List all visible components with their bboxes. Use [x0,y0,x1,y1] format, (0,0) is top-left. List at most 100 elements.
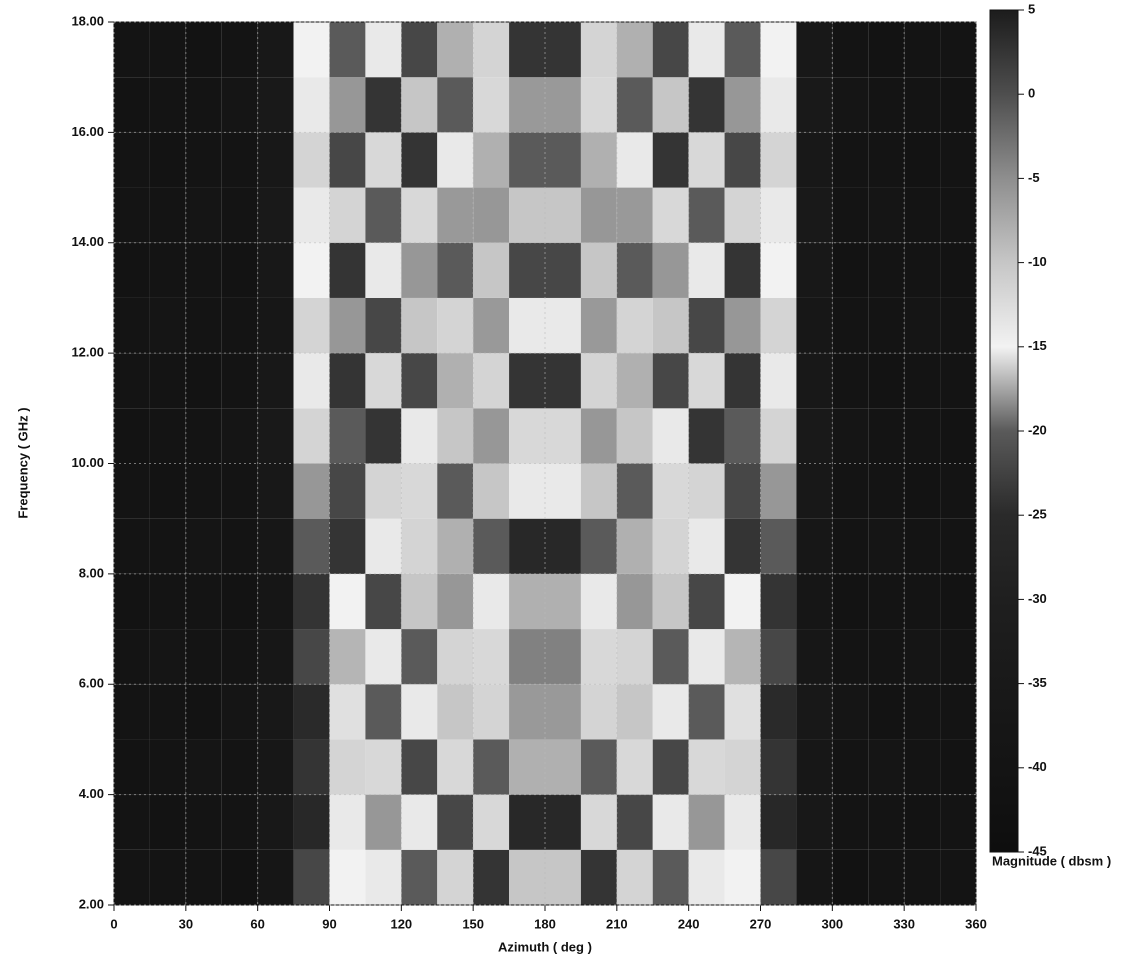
heatmap-cell [365,518,402,574]
heatmap-cell [293,353,330,409]
heatmap-cell [760,739,797,795]
heatmap-cell [940,849,976,905]
heatmap-cell [760,297,797,354]
heatmap-cell [545,684,581,740]
heatmap-cell [904,518,941,574]
heatmap-cell [580,629,617,685]
heatmap-cell [868,794,905,850]
heatmap-cell [688,187,725,243]
heatmap-cell [940,242,976,298]
heatmap-cell [149,573,186,630]
heatmap-cell [904,463,941,519]
heatmap-cell [509,132,545,188]
heatmap-cell [437,132,474,188]
heatmap-cell [365,353,402,409]
heatmap-cell [185,353,222,409]
heatmap-cell [509,573,545,630]
heatmap-cell [114,187,150,243]
heatmap-cell [580,408,617,464]
heatmap-cell [724,408,761,464]
heatmap-cell [257,353,294,409]
heatmap-cell [868,187,905,243]
heatmap-cell [185,573,222,630]
heatmap-cell [401,297,438,354]
heatmap-cell [652,408,689,464]
heatmap-cell [185,297,222,354]
x-tick-label: 90 [322,916,336,931]
heatmap-cell [257,518,294,574]
x-tick-label: 240 [678,916,700,931]
heatmap-cell [401,132,438,188]
heatmap-cell [437,518,474,574]
heatmap-cell [760,629,797,685]
heatmap-cell [940,518,976,574]
heatmap-cell [616,518,653,574]
heatmap-cell [401,629,438,685]
heatmap-cell [688,518,725,574]
heatmap-cell [760,573,797,630]
heatmap-cell [616,132,653,188]
heatmap-cell [185,77,222,133]
heatmap-cell [868,629,905,685]
heatmap-cell [509,739,545,795]
heatmap-cell [509,794,545,850]
heatmap-cell [114,242,150,298]
x-tick-label: 150 [462,916,484,931]
heatmap-cell [437,22,474,78]
heatmap-cell [545,77,581,133]
heatmap-cell [580,22,617,78]
heatmap-cell [832,77,869,133]
heatmap-cell [760,242,797,298]
heatmap-cell [473,573,510,630]
heatmap-cell [545,353,581,409]
heatmap-cell [257,22,294,78]
heatmap-cell [868,684,905,740]
colorbar [989,9,1019,853]
heatmap-cell [940,297,976,354]
y-tick-label: 12.00 [71,345,104,360]
heatmap-cell [868,849,905,905]
heatmap-cell [365,408,402,464]
y-tick-label: 18.00 [71,13,104,28]
heatmap-cell [149,77,186,133]
heatmap-cell [401,794,438,850]
heatmap-cell [796,297,833,354]
heatmap-cell [149,794,186,850]
heatmap-cell [940,132,976,188]
heatmap-cell [365,242,402,298]
heatmap-cell [329,463,366,519]
heatmap-cell [149,684,186,740]
heatmap-cell [688,408,725,464]
heatmap-cell [940,408,976,464]
heatmap-cell [796,187,833,243]
heatmap-cell [616,187,653,243]
heatmap-cell [652,22,689,78]
heatmap-cell [940,684,976,740]
heatmap-cell [580,242,617,298]
heatmap-cell [473,518,510,574]
heatmap-cell [437,739,474,795]
x-tick-label: 30 [179,916,193,931]
heatmap-cell [293,187,330,243]
heatmap-cell [185,463,222,519]
heatmap-cell [221,849,258,905]
heatmap-cell [940,22,976,78]
heatmap-cell [545,629,581,685]
heatmap-cell [688,629,725,685]
heatmap-cell [293,77,330,133]
heatmap-cell [832,684,869,740]
heatmap-cell [185,684,222,740]
heatmap-cell [149,242,186,298]
heatmap-cell [365,22,402,78]
heatmap-cell [221,408,258,464]
heatmap-cell [904,132,941,188]
colorbar-tick-label: -5 [1028,170,1040,185]
heatmap-cell [796,739,833,795]
heatmap-cell [796,22,833,78]
heatmap-cell [832,408,869,464]
heatmap-cell [724,353,761,409]
heatmap-cell [545,518,581,574]
heatmap-cell [329,518,366,574]
heatmap-cell [868,22,905,78]
